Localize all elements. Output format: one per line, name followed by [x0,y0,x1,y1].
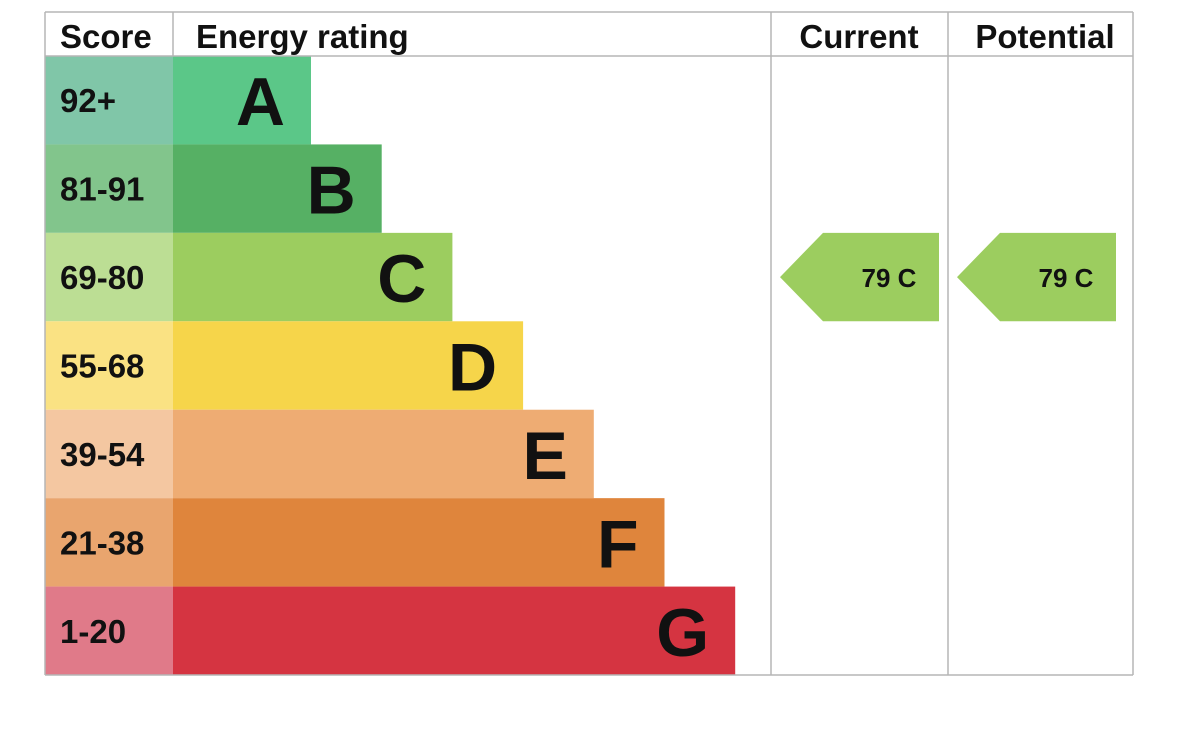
score-cell-g [45,586,173,676]
bands-layer: 92+ A 81-91 B 69-80 C 55-68 D 39-54 E 21-38 F 1-20 G [45,56,736,676]
grid-layer [44,11,1134,676]
rating-bar-g [173,586,736,676]
score-label-e: 39-54 [60,436,145,473]
rating-bar-e [173,409,594,499]
rating-bar-c [173,232,453,322]
rating-bar-b [173,144,382,233]
score-label-b: 81-91 [60,171,144,208]
score-cell-b [45,144,173,233]
rating-bar-a [173,56,311,145]
potential-arrow-label: 79 C [1039,263,1094,293]
rating-bar-d [173,321,524,410]
score-label-d: 55-68 [60,348,144,385]
score-label-c: 69-80 [60,259,144,296]
header-energy-rating: Energy rating [196,18,409,55]
score-label-a: 92+ [60,82,116,119]
score-cell-a [45,56,173,145]
rating-letter-e: E [522,418,567,494]
arrow-layer: 79 C 79 C [780,232,1116,322]
score-label-g: 1-20 [60,613,126,650]
rating-letter-f: F [597,506,639,582]
rating-letter-d: D [448,330,497,406]
score-label-f: 21-38 [60,524,144,561]
rating-letter-c: C [377,241,426,317]
potential-arrow [957,232,1116,322]
score-cell-c [45,232,173,322]
score-cell-f [45,498,173,587]
rating-letter-g: G [656,595,709,671]
header-layer: Score Energy rating Current Potential [60,18,1115,55]
header-potential: Potential [975,18,1114,55]
current-arrow [780,232,939,322]
rating-letter-b: B [307,153,356,229]
current-arrow-label: 79 C [862,263,917,293]
score-cell-e [45,409,173,499]
header-score: Score [60,18,152,55]
rating-letter-a: A [236,64,285,140]
score-cell-d [45,321,173,410]
rating-bar-f [173,498,665,587]
header-current: Current [799,18,918,55]
